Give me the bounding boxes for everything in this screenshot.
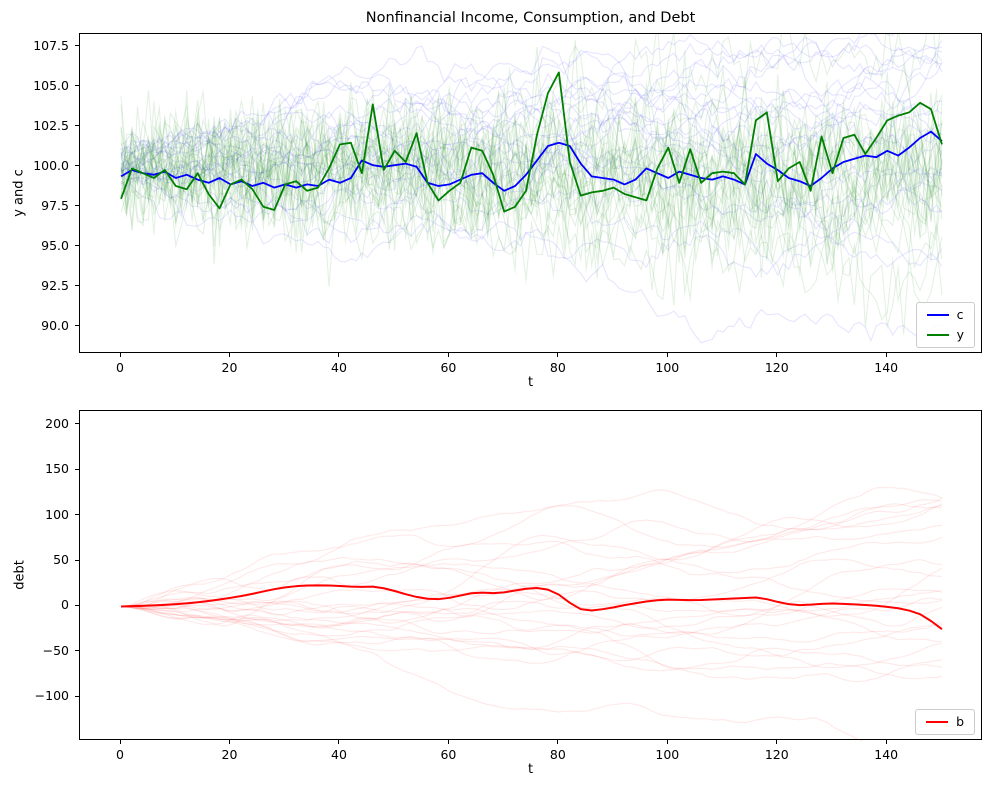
c-line-swatch (926, 314, 949, 317)
y-tick-mark (75, 285, 79, 287)
x-tick-label: 80 (549, 360, 566, 375)
x-tick-mark (776, 353, 778, 357)
y-tick-mark (75, 205, 79, 207)
x-tick-mark (666, 740, 668, 744)
y-tick-mark (75, 423, 79, 425)
y-tick-label: 150 (45, 461, 69, 477)
x-tick-label: 20 (221, 360, 238, 375)
legend-label-b: b (956, 713, 964, 729)
b-line-swatch (926, 720, 949, 723)
x-tick-label: 40 (331, 747, 347, 762)
x-tick-label: 120 (764, 360, 789, 375)
legend-entry-c: c (926, 307, 964, 322)
y-tick-label: 92.5 (41, 277, 69, 293)
x-tick-label: 120 (764, 747, 789, 762)
legend-bottom: b (915, 708, 975, 735)
x-tick-label: 60 (440, 747, 457, 762)
legend-entry-b: b (926, 713, 964, 729)
x-tick-mark (885, 353, 887, 357)
y-tick-mark (75, 165, 79, 167)
x-tick-label: 20 (221, 747, 238, 762)
x-tick-label: 140 (874, 360, 899, 375)
y-line-swatch (926, 333, 949, 336)
x-tick-mark (557, 353, 559, 357)
x-tick-label: 80 (549, 747, 566, 762)
y-tick-mark (75, 695, 79, 697)
y-tick-mark (75, 514, 79, 516)
income-consumption-plot-canvas (80, 34, 983, 354)
x-tick-label: 0 (116, 747, 124, 762)
x-tick-label: 0 (116, 360, 124, 375)
y-tick-label: 90.0 (41, 317, 69, 333)
y-tick-mark (75, 85, 79, 87)
y-tick-label: 100.0 (33, 157, 69, 173)
y-tick-mark (75, 604, 79, 606)
x-tick-mark (885, 740, 887, 744)
x-tick-label: 140 (874, 747, 899, 762)
y-tick-label: 200 (45, 415, 69, 431)
y-tick-label: −100 (34, 688, 69, 704)
x-tick-mark (447, 740, 449, 744)
y-tick-label: 0 (61, 597, 69, 613)
y-tick-label: 97.5 (41, 197, 69, 213)
x-tick-mark (666, 353, 668, 357)
x-tick-mark (338, 740, 340, 744)
x-tick-mark (119, 353, 121, 357)
legend-top: c y (915, 302, 975, 348)
y-tick-label: 50 (53, 552, 69, 567)
legend-entry-y: y (926, 326, 964, 342)
y-tick-label: −50 (42, 642, 69, 658)
x-axis-label-top: t (527, 375, 534, 390)
axes-income-consumption: c y (79, 33, 983, 354)
y-tick-label: 107.5 (33, 37, 69, 53)
x-tick-label: 100 (655, 747, 680, 762)
x-tick-label: 40 (331, 360, 347, 375)
legend-label-y: y (956, 326, 964, 342)
x-tick-mark (338, 353, 340, 357)
y-tick-mark (75, 468, 79, 470)
x-tick-label: 60 (440, 360, 457, 375)
x-tick-mark (229, 740, 230, 744)
y-tick-label: 102.5 (33, 117, 69, 133)
x-tick-mark (229, 353, 230, 357)
x-axis-label-bottom: t (527, 762, 534, 777)
y-tick-label: 100 (45, 506, 69, 522)
legend-label-c: c (956, 307, 964, 322)
axes-debt: b (79, 410, 983, 741)
chart-title: Nonfinancial Income, Consumption, and De… (365, 10, 696, 26)
y-tick-mark (75, 45, 79, 47)
x-tick-mark (119, 740, 121, 744)
y-tick-mark (75, 559, 79, 561)
y-tick-mark (75, 245, 79, 247)
x-tick-mark (557, 740, 559, 744)
y-tick-mark (75, 125, 79, 127)
x-tick-mark (447, 353, 449, 357)
y-tick-label: 95.0 (41, 237, 69, 253)
y-tick-mark (75, 325, 79, 327)
y-tick-mark (75, 650, 79, 652)
x-tick-mark (776, 740, 778, 744)
x-tick-label: 100 (655, 360, 680, 375)
debt-plot-canvas (80, 411, 983, 741)
y-tick-label: 105.0 (33, 77, 69, 93)
